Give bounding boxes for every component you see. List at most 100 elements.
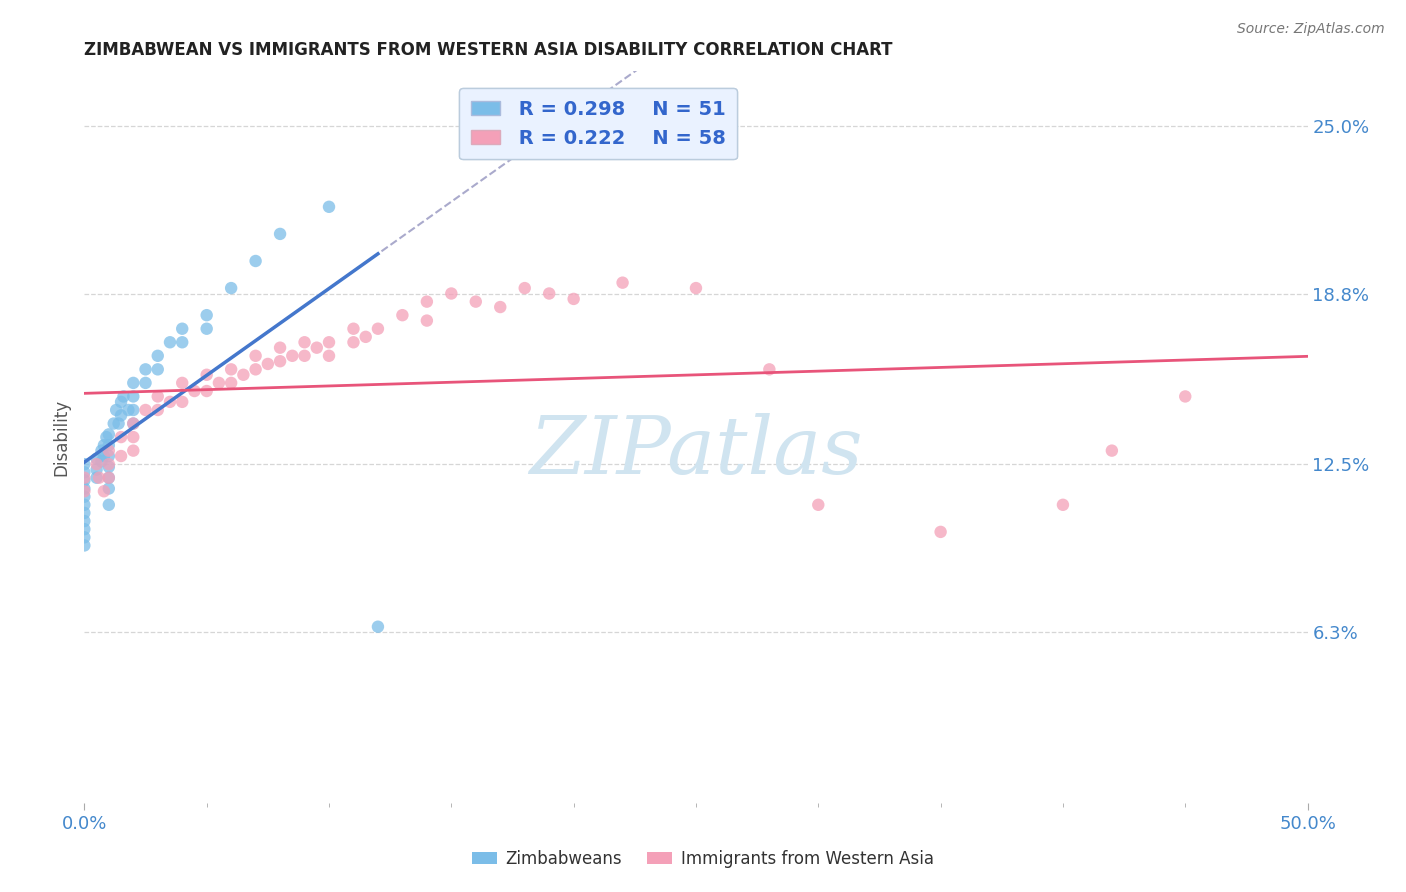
- Point: [354, 330, 377, 344]
- Point: [73, 530, 96, 544]
- Point: [146, 349, 169, 363]
- Point: [172, 395, 194, 409]
- Point: [305, 341, 328, 355]
- Text: Source: ZipAtlas.com: Source: ZipAtlas.com: [1237, 22, 1385, 37]
- Point: [159, 335, 181, 350]
- Point: [172, 335, 194, 350]
- Point: [97, 459, 120, 474]
- Point: [135, 403, 157, 417]
- Point: [1052, 498, 1074, 512]
- Point: [122, 430, 145, 444]
- Point: [97, 449, 120, 463]
- Point: [86, 471, 108, 485]
- Point: [758, 362, 780, 376]
- Point: [73, 506, 96, 520]
- Point: [110, 409, 132, 423]
- Point: [117, 403, 139, 417]
- Point: [159, 395, 181, 409]
- Point: [73, 522, 96, 536]
- Point: [96, 430, 118, 444]
- Point: [342, 322, 364, 336]
- Point: [103, 417, 125, 431]
- Point: [172, 376, 194, 390]
- Point: [97, 438, 120, 452]
- Point: [97, 471, 120, 485]
- Point: [195, 322, 218, 336]
- Text: ZIMBABWEAN VS IMMIGRANTS FROM WESTERN ASIA DISABILITY CORRELATION CHART: ZIMBABWEAN VS IMMIGRANTS FROM WESTERN AS…: [84, 41, 893, 59]
- Point: [90, 443, 112, 458]
- Point: [612, 276, 634, 290]
- Point: [416, 294, 439, 309]
- Point: [73, 498, 96, 512]
- Point: [245, 254, 267, 268]
- Point: [318, 200, 340, 214]
- Point: [281, 349, 304, 363]
- Point: [183, 384, 205, 398]
- Y-axis label: Disability: Disability: [52, 399, 70, 475]
- Point: [513, 281, 536, 295]
- Point: [929, 524, 952, 539]
- Legend: Zimbabweans, Immigrants from Western Asia: Zimbabweans, Immigrants from Western Asi…: [465, 844, 941, 875]
- Point: [112, 389, 135, 403]
- Point: [73, 465, 96, 479]
- Legend:  R = 0.298    N = 51,  R = 0.222    N = 58: R = 0.298 N = 51, R = 0.222 N = 58: [460, 88, 737, 160]
- Point: [73, 482, 96, 496]
- Point: [110, 430, 132, 444]
- Point: [73, 471, 96, 485]
- Point: [219, 281, 242, 295]
- Point: [86, 451, 108, 466]
- Point: [110, 449, 132, 463]
- Point: [318, 335, 340, 350]
- Point: [416, 313, 439, 327]
- Point: [219, 376, 242, 390]
- Point: [73, 457, 96, 471]
- Point: [73, 514, 96, 528]
- Point: [93, 438, 115, 452]
- Point: [294, 349, 316, 363]
- Point: [86, 457, 108, 471]
- Point: [105, 403, 128, 417]
- Point: [97, 471, 120, 485]
- Point: [87, 471, 110, 485]
- Point: [208, 376, 231, 390]
- Point: [367, 322, 389, 336]
- Point: [73, 474, 96, 488]
- Point: [232, 368, 254, 382]
- Point: [685, 281, 707, 295]
- Point: [269, 227, 291, 241]
- Point: [245, 362, 267, 376]
- Point: [122, 417, 145, 431]
- Point: [257, 357, 280, 371]
- Point: [146, 389, 169, 403]
- Text: ZIPatlas: ZIPatlas: [529, 413, 863, 491]
- Point: [538, 286, 561, 301]
- Point: [245, 349, 267, 363]
- Point: [269, 341, 291, 355]
- Point: [1174, 389, 1197, 403]
- Point: [135, 362, 157, 376]
- Point: [464, 294, 486, 309]
- Point: [294, 335, 316, 350]
- Point: [97, 457, 120, 471]
- Point: [1101, 443, 1123, 458]
- Point: [73, 490, 96, 504]
- Point: [86, 462, 108, 476]
- Point: [489, 300, 512, 314]
- Point: [122, 403, 145, 417]
- Point: [97, 498, 120, 512]
- Point: [807, 498, 830, 512]
- Point: [73, 484, 96, 499]
- Point: [122, 417, 145, 431]
- Point: [195, 308, 218, 322]
- Point: [342, 335, 364, 350]
- Point: [93, 484, 115, 499]
- Point: [172, 322, 194, 336]
- Point: [97, 443, 120, 458]
- Point: [122, 376, 145, 390]
- Point: [269, 354, 291, 368]
- Point: [90, 454, 112, 468]
- Point: [318, 349, 340, 363]
- Point: [146, 362, 169, 376]
- Point: [440, 286, 463, 301]
- Point: [73, 538, 96, 552]
